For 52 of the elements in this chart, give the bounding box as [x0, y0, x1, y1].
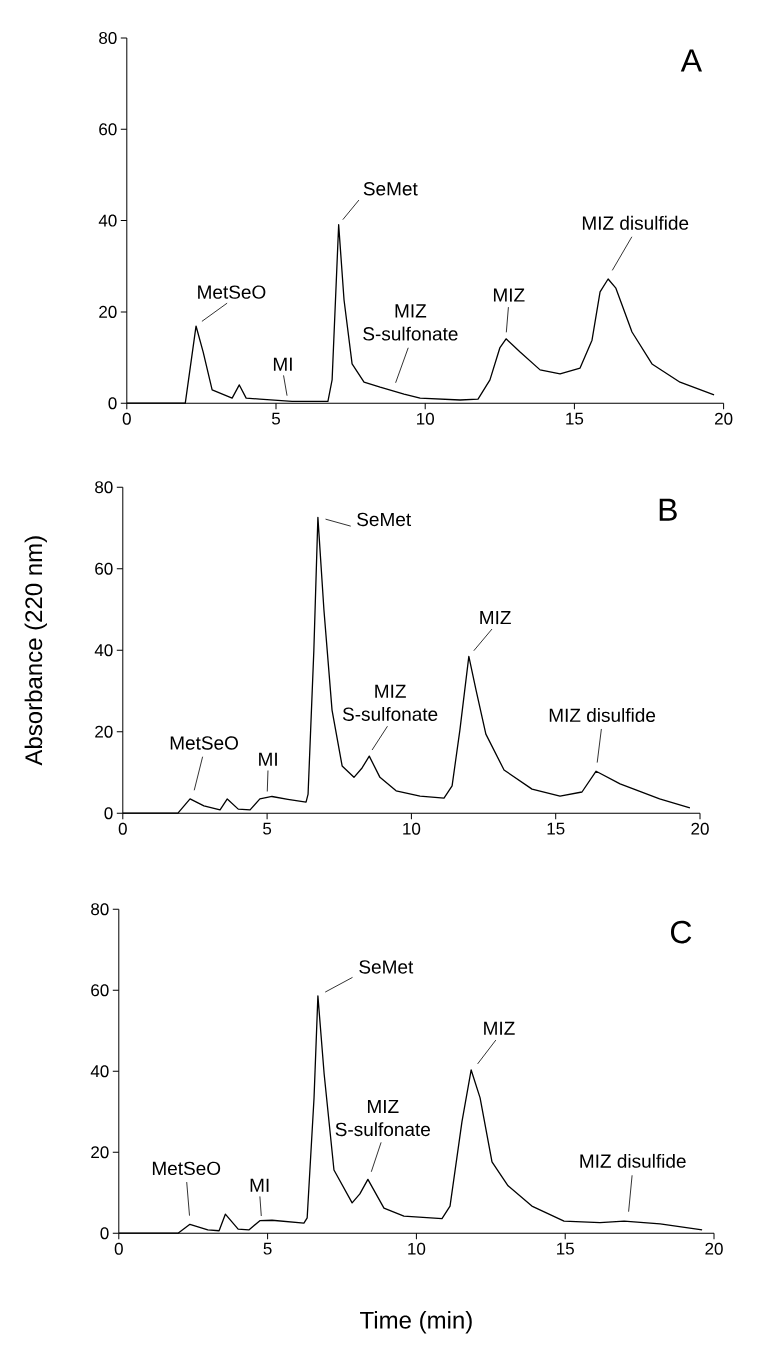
y-tick-label: 0: [108, 397, 117, 410]
y-tick-label: 60: [91, 984, 109, 997]
annotation: MIZ: [484, 1021, 515, 1035]
y-tick-label: 80: [95, 481, 113, 494]
annotation: B: [659, 498, 677, 521]
x-tick-label: 15: [547, 822, 565, 835]
x-axis-title: Time (min): [360, 1311, 472, 1334]
x-tick-label: 10: [417, 412, 434, 425]
annotation: MetSeO: [152, 1161, 221, 1176]
annotation: MIZ disulfide: [549, 708, 656, 723]
annotation: MIZ disulfide: [582, 215, 689, 230]
x-tick-label: 20: [715, 412, 733, 425]
x-tick-label: 10: [408, 1242, 426, 1255]
x-tick-label: 20: [691, 822, 709, 835]
x-tick-label: 0: [118, 822, 127, 835]
y-tick-label: 0: [104, 807, 113, 820]
y-tick-label: 0: [100, 1227, 109, 1240]
y-axis-title: Absorbance (220 nm): [24, 536, 47, 766]
y-tick-label: 80: [91, 903, 109, 916]
annotation: C: [671, 920, 692, 944]
x-tick-label: 5: [271, 412, 281, 425]
x-tick-label: 15: [557, 1242, 574, 1255]
annotation: SeMet: [357, 512, 412, 527]
annotation: SeMet: [363, 182, 418, 196]
y-tick-label: 60: [95, 562, 113, 575]
x-tick-label: 0: [122, 412, 131, 425]
x-tick-label: 5: [263, 1242, 272, 1255]
y-tick-label: 60: [99, 123, 117, 136]
x-tick-label: 10: [403, 822, 421, 835]
y-tick-label: 40: [90, 1065, 109, 1078]
annotation: MIZ S-sulfonate: [335, 1099, 430, 1137]
annotation: MI: [273, 357, 292, 371]
annotation: MI: [259, 752, 277, 766]
annotation: MetSeO: [170, 736, 238, 750]
y-tick-label: 40: [98, 214, 117, 227]
annotation: MIZ disulfide: [580, 1153, 686, 1168]
annotation: MIZ: [493, 288, 525, 302]
annotation: SeMet: [359, 960, 414, 974]
annotation: MIZ: [480, 611, 511, 625]
y-tick-label: 80: [99, 31, 117, 45]
y-tick-label: 40: [94, 644, 113, 657]
annotation: MIZ S-sulfonate: [342, 684, 438, 721]
x-tick-label: 20: [705, 1242, 723, 1255]
y-tick-label: 20: [99, 305, 117, 318]
annotation: MIZ S-sulfonate: [363, 304, 458, 341]
x-tick-label: 15: [566, 412, 584, 425]
x-tick-label: 5: [263, 822, 272, 835]
y-tick-label: 20: [91, 1146, 109, 1159]
y-tick-label: 20: [95, 725, 113, 738]
annotation: MetSeO: [198, 285, 266, 299]
annotation: A: [680, 49, 703, 72]
annotation: MI: [250, 1178, 269, 1192]
